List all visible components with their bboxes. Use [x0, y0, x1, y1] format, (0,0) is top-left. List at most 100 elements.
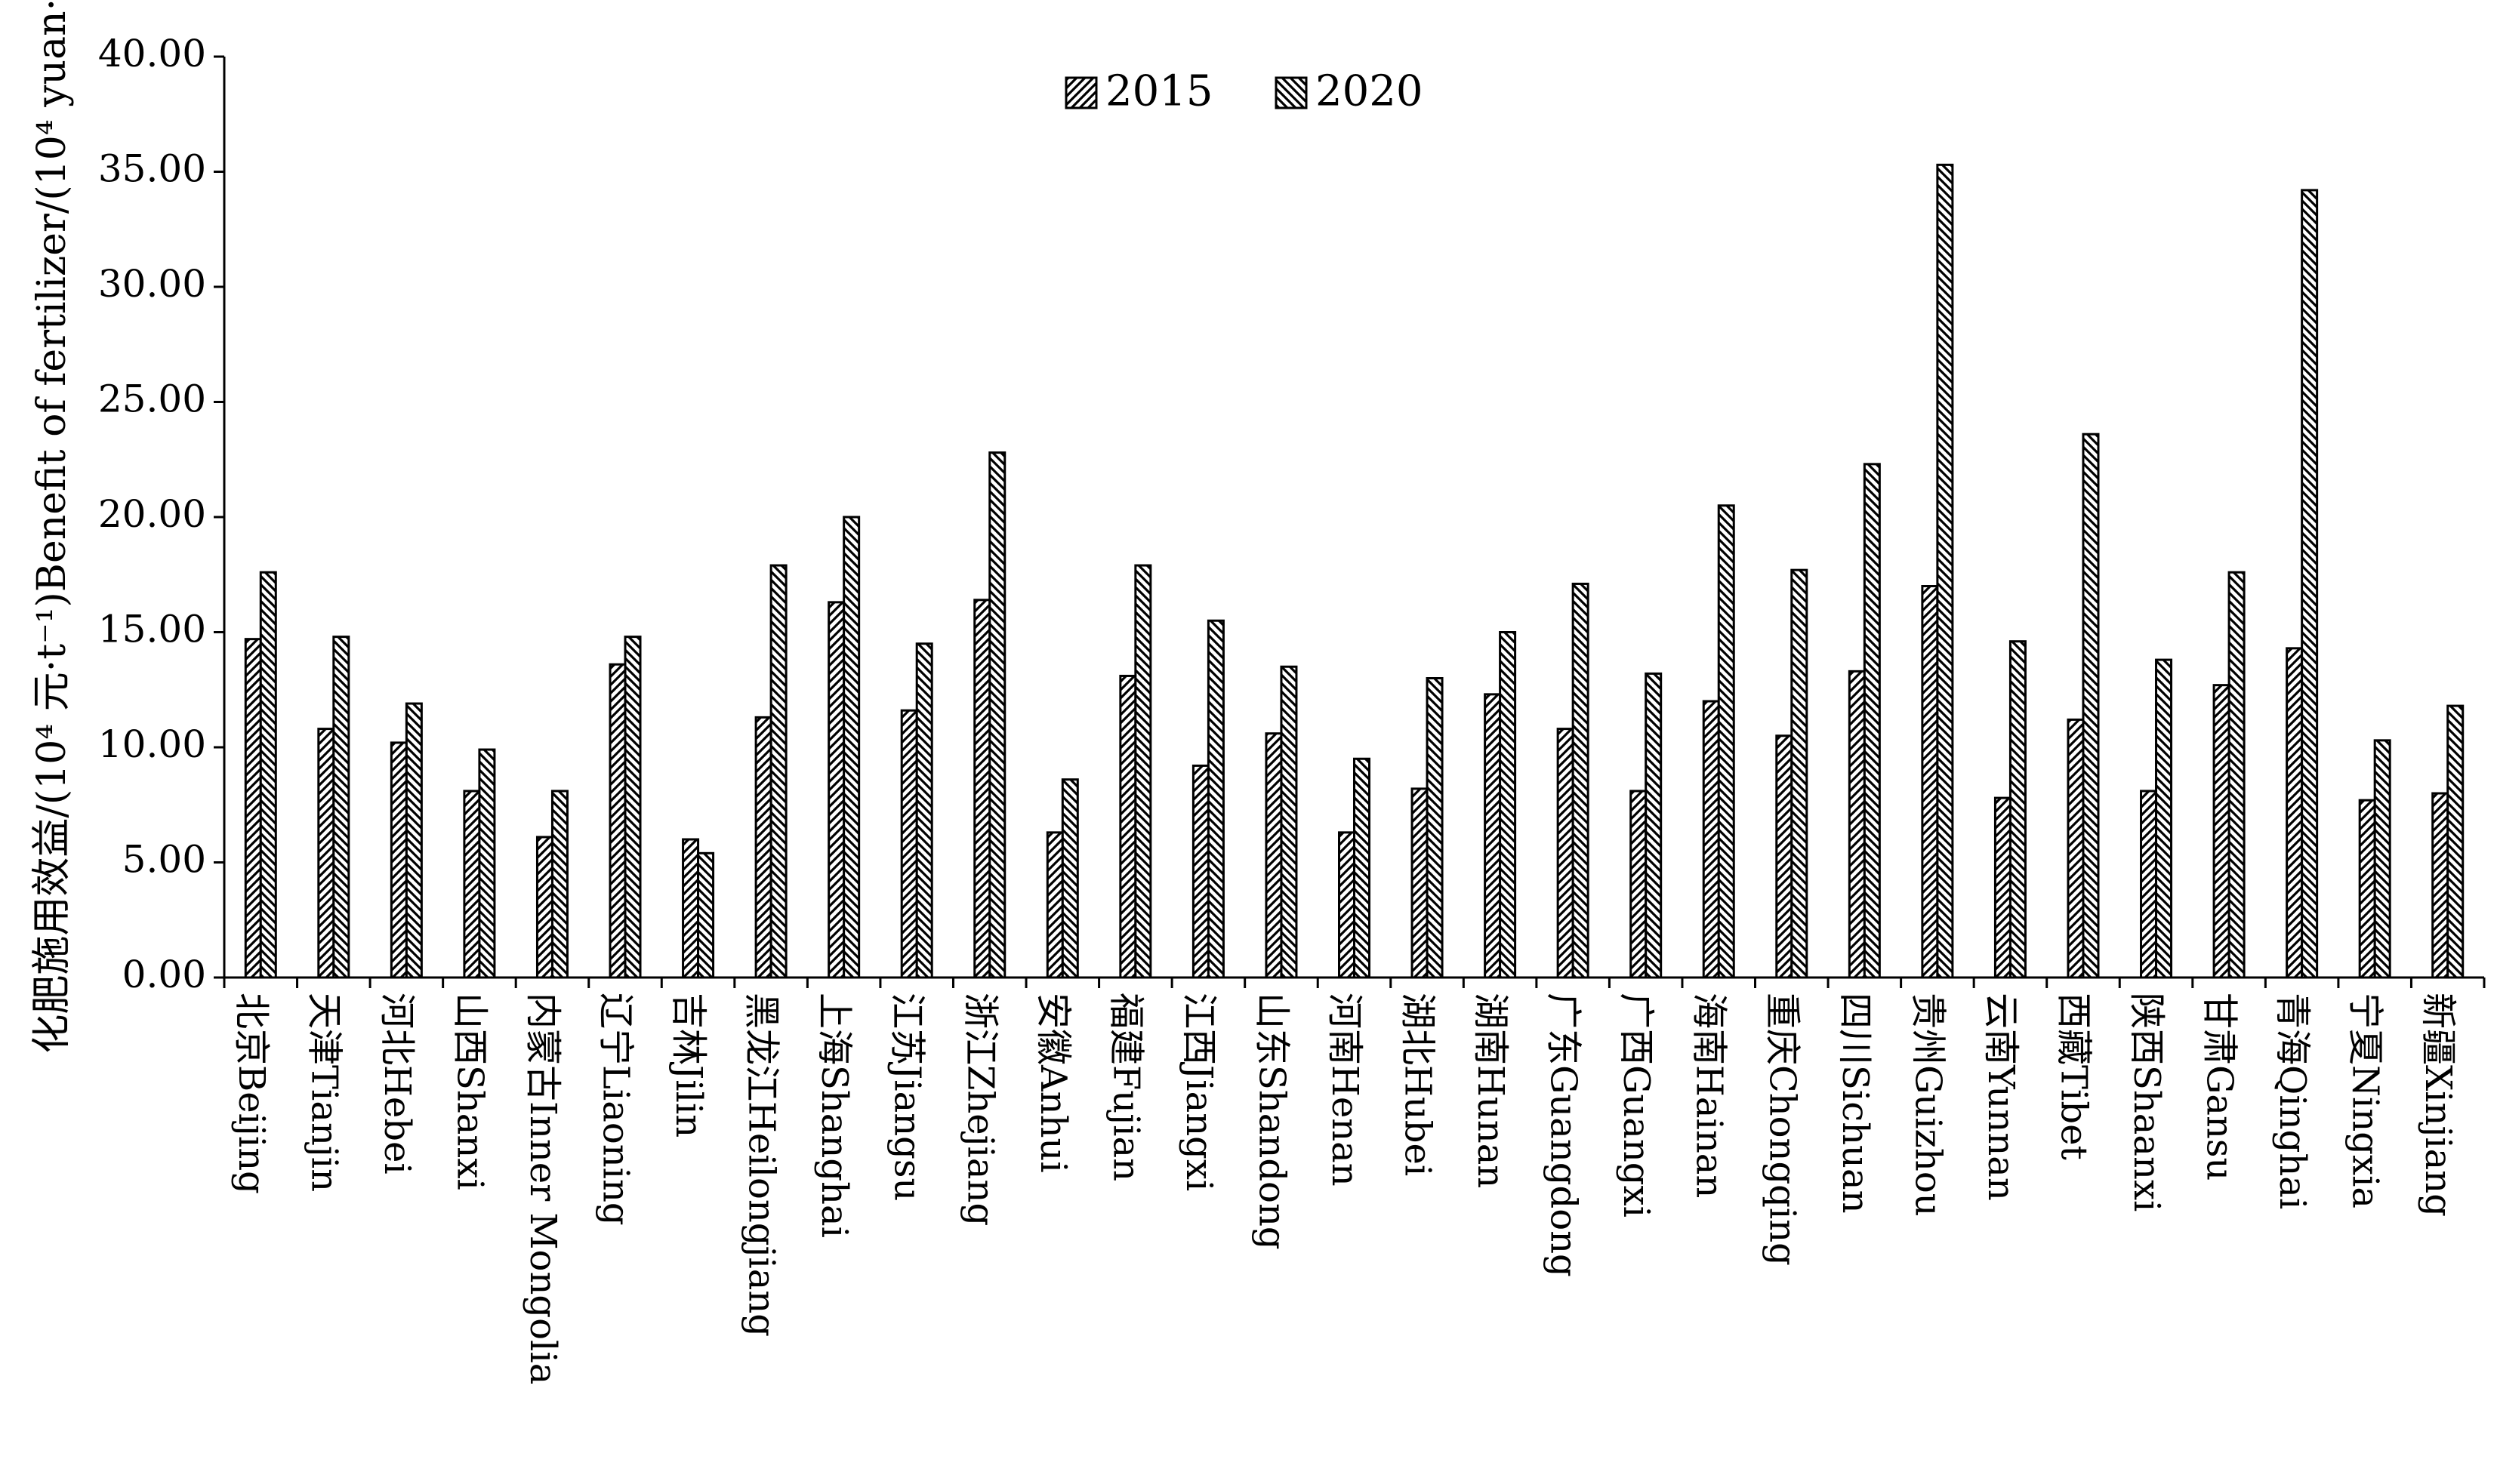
bar-2020-10 — [988, 451, 1007, 979]
legend: 2015 2020 — [1065, 67, 1423, 116]
bar-2015-22 — [1848, 670, 1866, 979]
category-label-text: 江西Jiangxi — [1178, 993, 1220, 1191]
bar-2020-27 — [2227, 571, 2246, 979]
bar-2015-7 — [754, 716, 772, 979]
bar-2015-11 — [1046, 831, 1064, 979]
bar-2015-1 — [317, 728, 335, 979]
bar-2015-25 — [2067, 718, 2085, 979]
bar-2015-27 — [2212, 684, 2230, 979]
bar-2020-7 — [769, 564, 788, 979]
bar-2015-21 — [1775, 734, 1793, 979]
legend-label-2015: 2015 — [1105, 67, 1213, 116]
bar-2015-16 — [1410, 787, 1429, 979]
bar-2015-18 — [1556, 728, 1574, 979]
category-label: 上海Shanghai — [813, 993, 855, 1238]
category-label: 江苏Jiangsu — [886, 993, 929, 1201]
bar-2015-10 — [973, 599, 991, 979]
svg-text:化肥施用效益/(10⁴ 元·t⁻¹)Benefit of f: 化肥施用效益/(10⁴ 元·t⁻¹)Benefit of fertilizer/… — [29, 0, 75, 1054]
bar-2015-30 — [2431, 792, 2449, 979]
y-tick-label: 35.00 — [98, 147, 206, 191]
category-label: 广东Guangdong — [1543, 993, 1585, 1277]
bar-2020-11 — [1061, 778, 1079, 979]
category-label-text: 河南Henan — [1324, 993, 1366, 1187]
bar-2015-4 — [535, 836, 553, 979]
category-label-text: 宁夏Ningxia — [2344, 993, 2387, 1208]
category-label: 吉林Jilin — [667, 993, 710, 1138]
bar-2020-16 — [1426, 677, 1444, 979]
category-label-text: 吉林Jilin — [667, 993, 710, 1138]
category-label-text: 甘肃Gansu — [2199, 993, 2241, 1181]
bar-2020-2 — [405, 702, 423, 979]
category-label: 江西Jiangxi — [1178, 993, 1220, 1191]
bar-2020-14 — [1280, 665, 1298, 979]
bar-2015-17 — [1484, 693, 1502, 979]
category-label-text: 辽宁Liaoning — [595, 993, 637, 1226]
bars — [244, 163, 2465, 979]
category-label: 辽宁Liaoning — [595, 993, 637, 1226]
bar-2015-6 — [682, 838, 700, 979]
category-label: 北京Beijing — [230, 993, 273, 1194]
category-label: 河北Hebei — [376, 993, 418, 1175]
y-axis-title: 化肥施用效益/(10⁴ 元·t⁻¹)Benefit of fertilizer/… — [29, 0, 75, 1054]
category-label: 西藏Tibet — [2052, 993, 2095, 1160]
category-label-text: 广西Guangxi — [1615, 993, 1657, 1218]
category-label: 河南Henan — [1324, 993, 1366, 1187]
bar-2015-5 — [609, 663, 627, 979]
bar-2020-26 — [2155, 658, 2173, 979]
category-label-text: 贵州Guizhou — [1907, 993, 1949, 1217]
bar-2015-13 — [1191, 764, 1210, 979]
category-label: 新疆Xinjiang — [2417, 993, 2459, 1217]
bar-2020-6 — [697, 851, 715, 979]
category-label: 山西Shanxi — [449, 993, 491, 1190]
y-tick-label: 30.00 — [98, 262, 206, 306]
bar-2015-9 — [900, 709, 918, 979]
bar-2020-29 — [2373, 739, 2391, 979]
category-label-text: 广东Guangdong — [1543, 993, 1585, 1277]
category-label: 内蒙古Inner Mongolia — [522, 993, 564, 1384]
category-label-text: 云南Yunnan — [1980, 993, 2022, 1201]
legend-label-2020: 2020 — [1315, 67, 1423, 116]
bar-2020-18 — [1571, 582, 1589, 979]
category-label-text: 河北Hebei — [376, 993, 418, 1175]
bar-2020-23 — [1936, 163, 1954, 979]
y-axis-title-en: Benefit of fertilizer/(10⁴ yuan·t⁻¹) — [29, 0, 75, 592]
category-label: 山东Shandong — [1250, 993, 1293, 1250]
category-label: 陕西Shaanxi — [2126, 993, 2168, 1212]
category-label: 浙江Zhejiang — [959, 993, 1001, 1226]
bar-2015-29 — [2358, 799, 2376, 979]
bar-2015-2 — [390, 741, 408, 979]
category-label-text: 青海Qinghai — [2271, 993, 2314, 1209]
category-label-text: 西藏Tibet — [2052, 993, 2095, 1160]
category-label: 湖南Hunan — [1469, 993, 1512, 1188]
category-label: 青海Qinghai — [2271, 993, 2314, 1209]
category-label-text: 黑龙江Heilongjiang — [741, 993, 783, 1337]
category-label-text: 重庆Chongqing — [1761, 993, 1803, 1266]
category-label-text: 天津Tianjin — [303, 993, 345, 1192]
bar-2020-8 — [843, 516, 861, 979]
bar-2020-28 — [2301, 189, 2319, 979]
category-label: 安徽Anhui — [1032, 993, 1074, 1173]
bar-2020-4 — [550, 790, 569, 979]
y-tick-label: 0.00 — [122, 953, 206, 996]
bar-2020-13 — [1207, 619, 1225, 979]
category-label-text: 安徽Anhui — [1032, 993, 1074, 1173]
bar-2020-30 — [2446, 704, 2465, 979]
bar-2015-14 — [1265, 732, 1283, 979]
category-label: 天津Tianjin — [303, 993, 345, 1192]
category-label-text: 湖北Hubei — [1397, 993, 1439, 1176]
category-label: 贵州Guizhou — [1907, 993, 1949, 1217]
category-label: 云南Yunnan — [1980, 993, 2022, 1201]
category-label-text: 北京Beijing — [230, 993, 273, 1194]
y-tick-label: 15.00 — [98, 608, 206, 651]
category-label-text: 四川Sichuan — [1834, 993, 1876, 1213]
category-label: 四川Sichuan — [1834, 993, 1876, 1213]
y-tick-label: 5.00 — [122, 838, 206, 882]
bar-2020-22 — [1863, 463, 1881, 979]
bar-2015-26 — [2140, 790, 2158, 979]
bar-2020-1 — [332, 636, 350, 979]
category-label-text: 陕西Shaanxi — [2126, 993, 2168, 1212]
category-labels: 北京Beijing 天津Tianjin 河北Hebei 山西Shanxi 内蒙古Inne… — [230, 993, 2459, 1384]
y-ticks: 0.00 5.00 10.00 15.00 20.00 25.00 30.00 35.00 40… — [98, 32, 224, 996]
bar-2020-19 — [1645, 672, 1663, 979]
